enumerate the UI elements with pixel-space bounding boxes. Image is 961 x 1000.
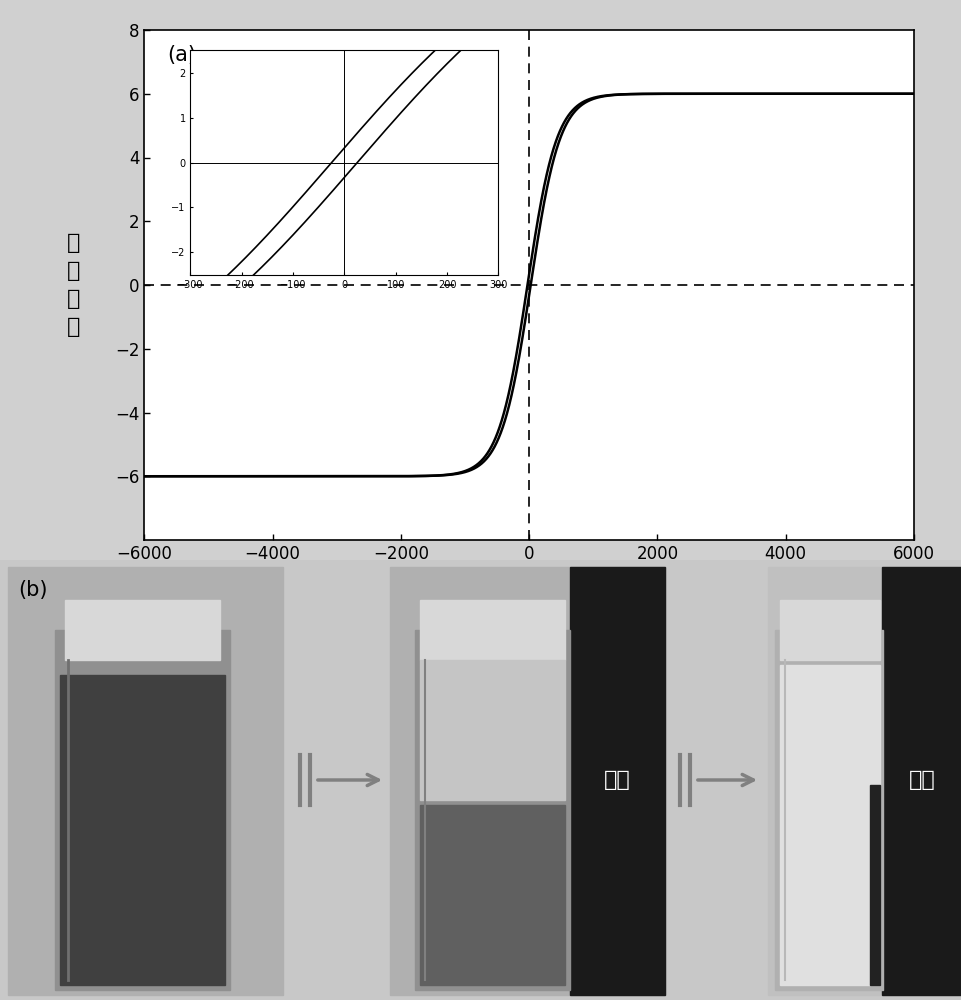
- Bar: [767, 567, 957, 995]
- X-axis label: 磁场强度: 磁场强度: [502, 574, 555, 594]
- Bar: [65, 600, 220, 660]
- Text: (b): (b): [18, 580, 47, 600]
- Bar: [420, 660, 564, 800]
- Bar: [60, 675, 225, 985]
- Bar: [570, 567, 664, 995]
- Bar: [775, 630, 882, 990]
- Bar: [55, 630, 230, 990]
- Bar: [420, 600, 564, 660]
- Bar: [8, 567, 283, 995]
- Bar: [779, 600, 879, 660]
- Bar: [389, 567, 664, 995]
- Bar: [881, 567, 961, 995]
- Bar: [779, 665, 879, 985]
- Bar: [420, 805, 564, 985]
- Text: (a): (a): [167, 45, 196, 65]
- Y-axis label: 磁
化
强
度: 磁 化 强 度: [66, 233, 80, 337]
- Text: 磁铁: 磁铁: [603, 770, 629, 790]
- Bar: [414, 630, 570, 990]
- Bar: [869, 785, 879, 985]
- Text: 磁铁: 磁铁: [908, 770, 934, 790]
